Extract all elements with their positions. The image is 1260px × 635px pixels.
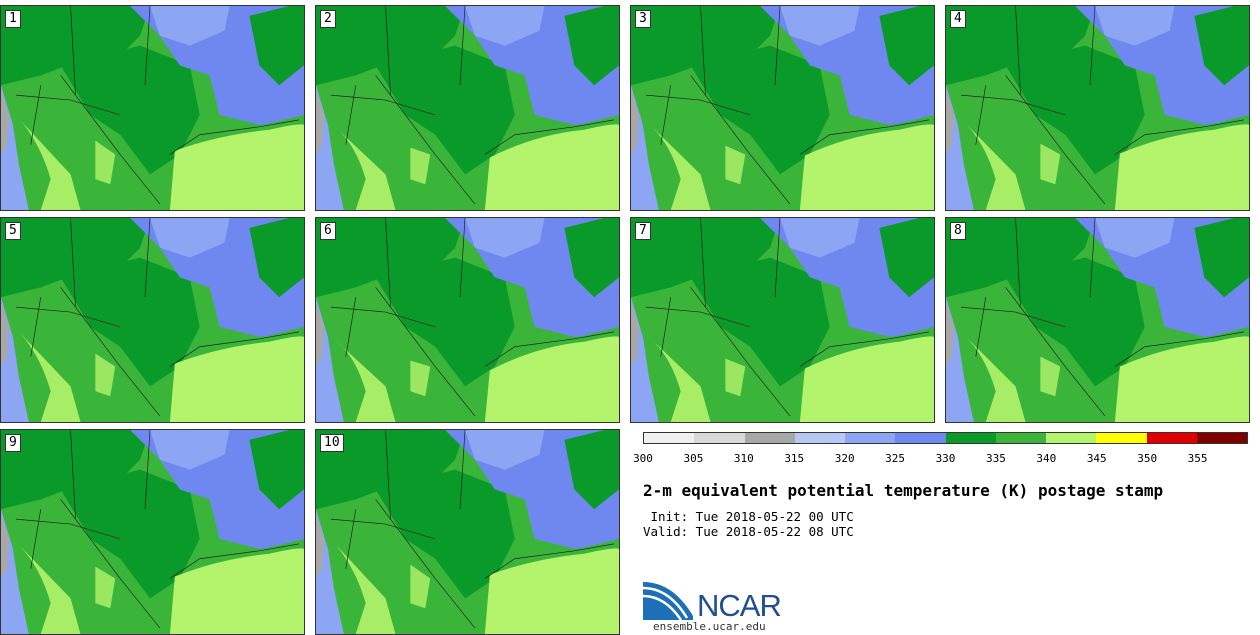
colorbar-tick-label: 300 — [633, 452, 653, 465]
panel-number-label: 10 — [320, 434, 344, 452]
ncar-logo-icon — [643, 582, 693, 621]
colorbar-segment — [1196, 433, 1247, 443]
colorbar-segment — [995, 433, 1046, 443]
colorbar-segment — [1096, 433, 1147, 443]
panel-number-label: 9 — [5, 434, 21, 452]
colorbar-segment — [694, 433, 745, 443]
figure-title: 2-m equivalent potential temperature (K)… — [643, 481, 1164, 500]
colorbar — [643, 432, 1248, 444]
map-panel-6: 6 — [315, 217, 620, 423]
colorbar-segment — [744, 433, 795, 443]
colorbar-segment — [794, 433, 845, 443]
init-time: Init: Tue 2018-05-22 00 UTC — [643, 509, 854, 524]
colorbar-tick-label: 315 — [784, 452, 805, 465]
map-panel-3: 3 — [630, 5, 935, 211]
colorbar-segment — [644, 433, 695, 443]
colorbar-tick-label: 345 — [1086, 452, 1107, 465]
panel-number-label: 7 — [635, 222, 651, 240]
map-panel-4: 4 — [945, 5, 1250, 211]
colorbar-tick-label: 325 — [885, 452, 906, 465]
colorbar-tick-label: 330 — [935, 452, 956, 465]
colorbar-tick-label: 305 — [683, 452, 704, 465]
panel-number-label: 2 — [320, 10, 336, 28]
colorbar-tick-label: 340 — [1036, 452, 1057, 465]
colorbar-segment — [1046, 433, 1097, 443]
panel-number-label: 4 — [950, 10, 966, 28]
panel-number-label: 1 — [5, 10, 21, 28]
logo-url: ensemble.ucar.edu — [653, 620, 766, 633]
colorbar-tick-label: 310 — [733, 452, 754, 465]
colorbar-segment — [845, 433, 896, 443]
map-panel-10: 10 — [315, 429, 620, 635]
colorbar-segment — [945, 433, 996, 443]
colorbar-segment — [1146, 433, 1197, 443]
logo-text: NCAR — [697, 588, 782, 623]
panel-number-label: 8 — [950, 222, 966, 240]
colorbar-segment — [895, 433, 946, 443]
map-panel-9: 9 — [0, 429, 305, 635]
panel-number-label: 6 — [320, 222, 336, 240]
colorbar-tick-label: 350 — [1137, 452, 1158, 465]
map-panel-7: 7 — [630, 217, 935, 423]
colorbar-tick-label: 335 — [985, 452, 1006, 465]
valid-time: Valid: Tue 2018-05-22 08 UTC — [643, 524, 854, 539]
map-panel-2: 2 — [315, 5, 620, 211]
map-panel-5: 5 — [0, 217, 305, 423]
map-panel-1: 1 — [0, 5, 305, 211]
colorbar-tick-label: 355 — [1187, 452, 1208, 465]
map-panel-8: 8 — [945, 217, 1250, 423]
panel-number-label: 5 — [5, 222, 21, 240]
panel-number-label: 3 — [635, 10, 651, 28]
colorbar-tick-label: 320 — [834, 452, 855, 465]
